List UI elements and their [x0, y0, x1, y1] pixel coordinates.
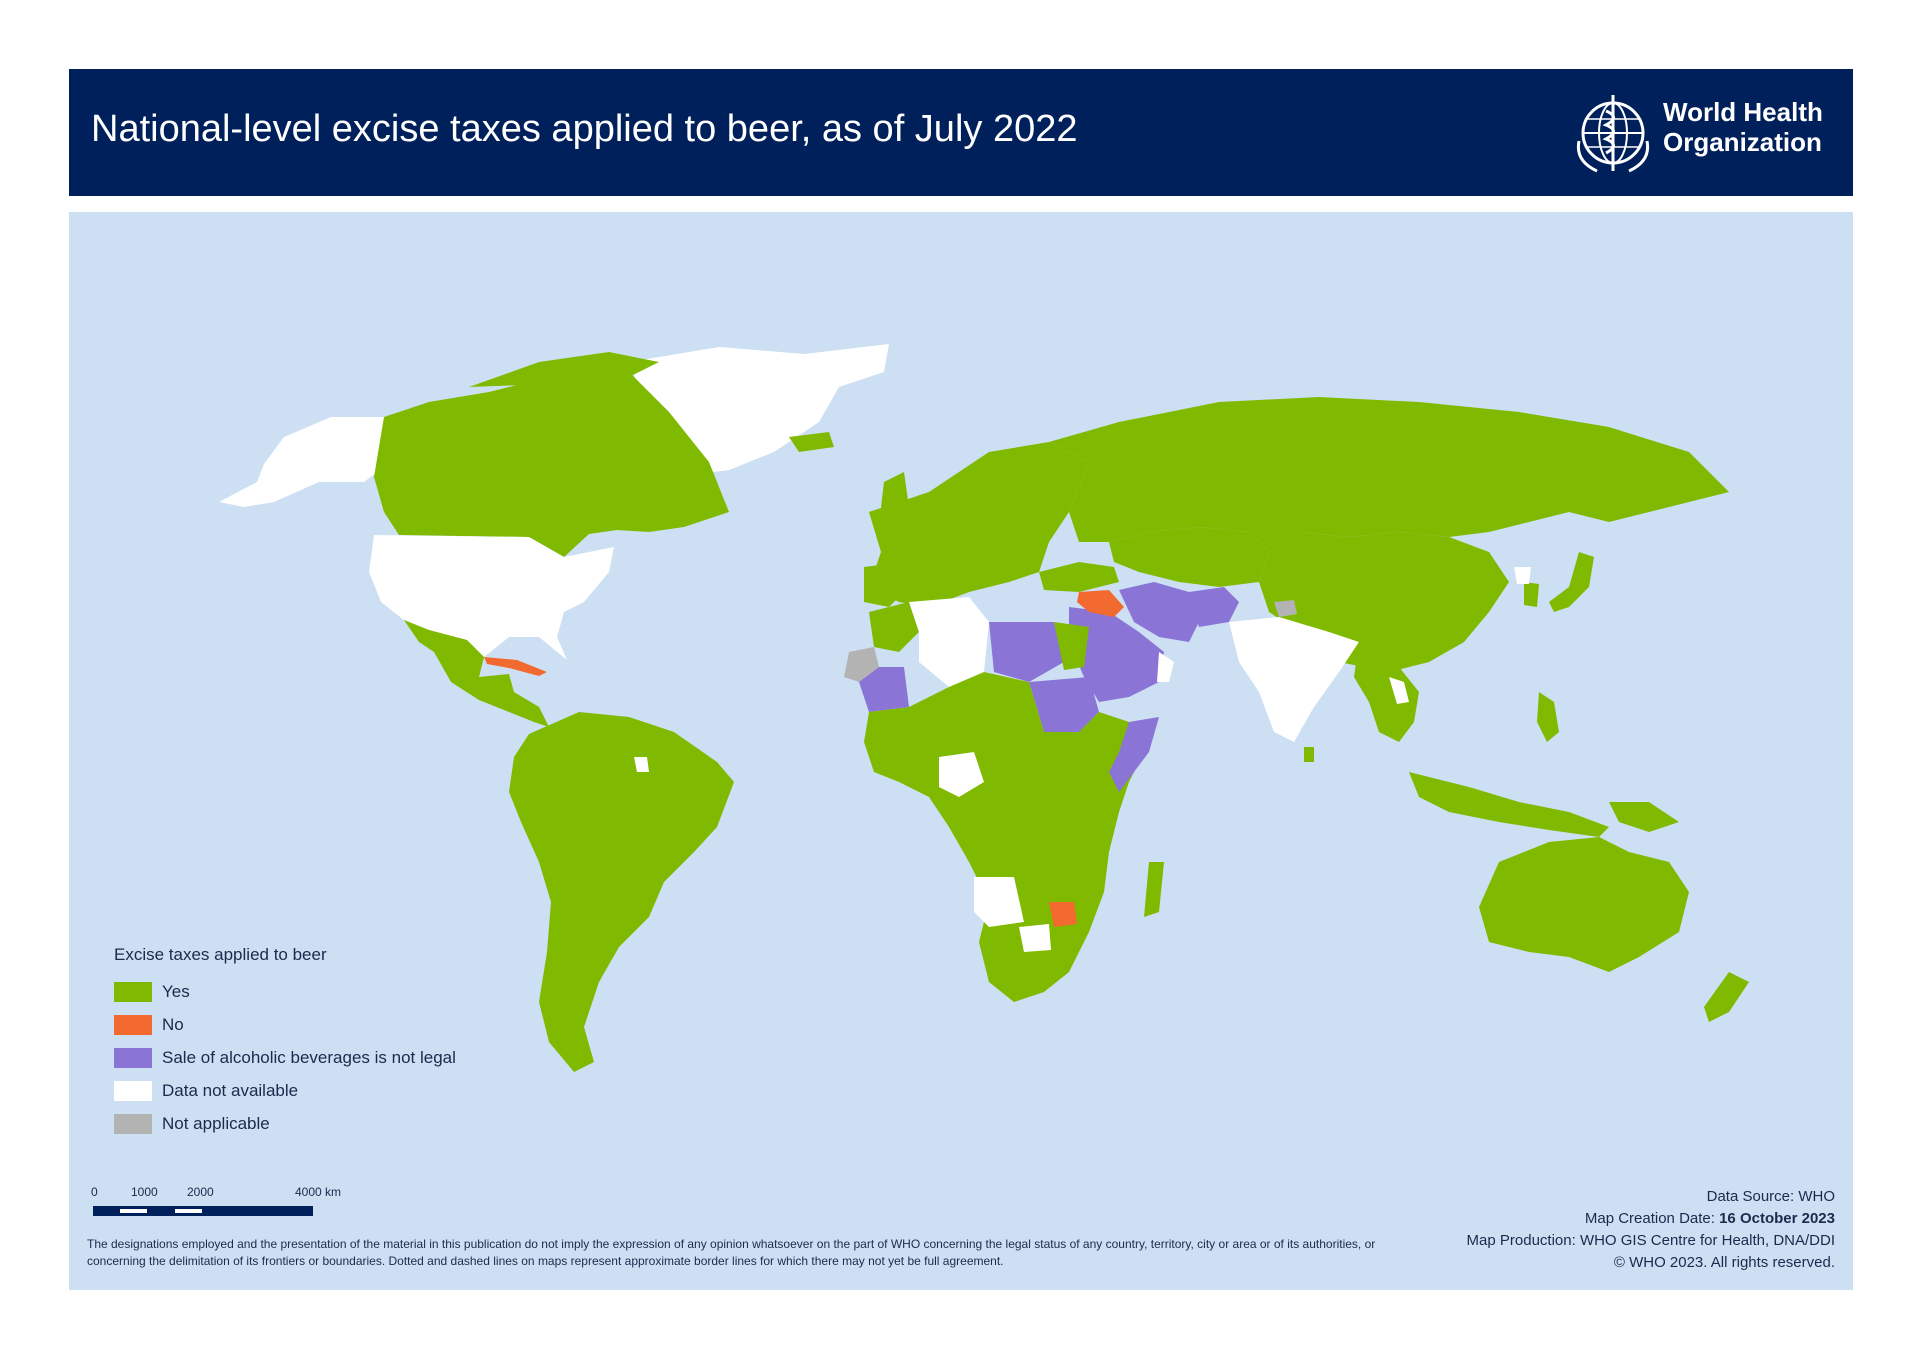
north-korea: [1514, 567, 1531, 584]
legend-swatch-no: [114, 1014, 152, 1035]
philippines: [1537, 692, 1559, 742]
creation-date-line: Map Creation Date: 16 October 2023: [1467, 1208, 1835, 1230]
legend-item-not-applicable: Not applicable: [114, 1107, 456, 1140]
iraq: [1077, 590, 1124, 617]
libya: [989, 622, 1064, 682]
western-sahara: [844, 647, 879, 682]
scale-tick-2000: 2000: [187, 1185, 214, 1199]
zimbabwe: [1049, 902, 1077, 927]
scale-tick-0: 0: [91, 1185, 98, 1199]
laos: [1389, 677, 1409, 704]
legend-swatch-not-legal: [114, 1047, 152, 1068]
legend-title: Excise taxes applied to beer: [114, 945, 327, 964]
scale-bar-segment-2: [175, 1209, 202, 1213]
sudan: [1029, 677, 1099, 732]
who-name: World Health Organization: [1663, 97, 1823, 157]
indonesia: [1409, 772, 1609, 837]
legend-swatch-not-applicable: [114, 1113, 152, 1134]
who-name-line1: World Health: [1663, 97, 1823, 127]
west-central-africa: [864, 672, 1144, 1002]
morocco: [869, 602, 919, 652]
mauritania: [859, 667, 909, 712]
legend-label-yes: Yes: [162, 981, 190, 1001]
creation-date-value: 16 October 2023: [1719, 1210, 1835, 1227]
scale-tick-1000: 1000: [131, 1185, 158, 1199]
egypt: [1054, 622, 1089, 670]
map-production: Map Production: WHO GIS Centre for Healt…: [1466, 1232, 1835, 1249]
australia: [1479, 837, 1689, 972]
scale-bar-segment-1: [120, 1209, 147, 1213]
french-guiana: [634, 757, 649, 772]
legend-item-no-data: Data not available: [114, 1074, 456, 1107]
uk: [881, 472, 909, 517]
south-america: [509, 712, 734, 1072]
map-panel: Excise taxes applied to beer Yes No Sale…: [69, 212, 1853, 1290]
canada-arctic-islands: [469, 352, 659, 387]
legend-label-not-legal: Sale of alcoholic beverages is not legal: [162, 1047, 456, 1067]
creation-date-label: Map Creation Date:: [1584, 1210, 1720, 1227]
map-title: National-level excise taxes applied to b…: [91, 108, 1078, 150]
europe: [869, 442, 1089, 607]
algeria: [909, 597, 989, 687]
legend-label-no-data: Data not available: [162, 1080, 299, 1100]
turkey: [1039, 562, 1119, 592]
arabian-peninsula: [1069, 607, 1164, 702]
india: [1229, 617, 1359, 742]
madagascar: [1144, 862, 1164, 917]
legend-label-no: No: [162, 1014, 184, 1034]
who-logo: World Health Organization: [1571, 87, 1831, 177]
russia: [1049, 397, 1729, 542]
somalia: [1109, 717, 1159, 792]
cuba: [484, 657, 547, 676]
kashmir: [1274, 600, 1297, 617]
afghanistan-pakistan-west: [1189, 587, 1239, 627]
legend: Excise taxes applied to beer Yes No Sale…: [114, 945, 456, 1140]
credits: Data Source: WHO Map Creation Date: 16 O…: [1467, 1186, 1835, 1274]
scale-bar: 0 1000 2000 4000 km: [91, 1185, 341, 1216]
data-source: Data Source: WHO: [1706, 1188, 1835, 1205]
nigeria: [939, 752, 984, 797]
png: [1609, 802, 1679, 832]
iceland: [789, 432, 834, 452]
southeast-asia: [1354, 642, 1419, 742]
central-asia: [1109, 527, 1269, 587]
who-name-line2: Organization: [1663, 127, 1822, 157]
usa: [369, 535, 614, 660]
scale-tick-4000: 4000 km: [295, 1185, 341, 1199]
legend-swatch-yes: [114, 981, 152, 1002]
disclaimer: The designations employed and the presen…: [87, 1237, 1376, 1268]
angola: [974, 877, 1024, 927]
legend-swatch-no-data: [114, 1080, 152, 1101]
scale-bar-outline: [93, 1206, 313, 1216]
copyright: © WHO 2023. All rights reserved.: [1613, 1254, 1835, 1271]
mexico-central-america: [404, 620, 549, 727]
canada: [374, 372, 729, 557]
japan: [1549, 552, 1594, 612]
sri-lanka: [1304, 747, 1314, 762]
legend-label-not-applicable: Not applicable: [162, 1113, 270, 1133]
new-zealand: [1704, 972, 1749, 1022]
greenland: [629, 344, 889, 474]
iran: [1119, 582, 1199, 642]
alaska: [219, 417, 384, 507]
who-emblem-icon: [1576, 95, 1650, 173]
legend-item-no: No: [114, 1008, 456, 1041]
legend-item-not-legal: Sale of alcoholic beverages is not legal: [114, 1041, 456, 1074]
legend-item-yes: Yes: [114, 975, 456, 1008]
header-banner: National-level excise taxes applied to b…: [69, 69, 1853, 196]
world-map: [219, 344, 1749, 1072]
iberia: [864, 562, 909, 607]
oman: [1157, 652, 1174, 682]
korea: [1524, 582, 1539, 607]
botswana: [1019, 924, 1051, 952]
